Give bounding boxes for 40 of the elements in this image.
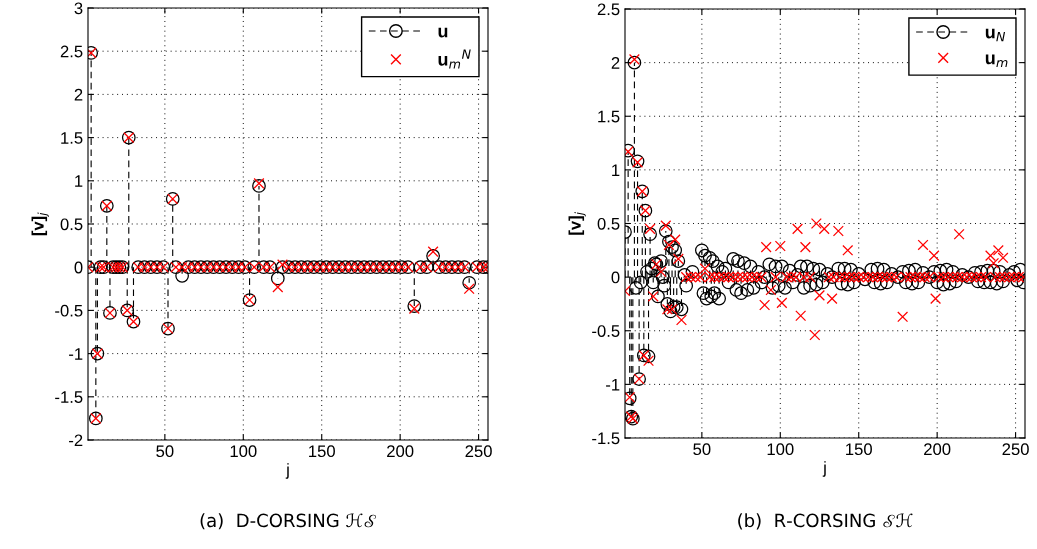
- y-tick-label: 1: [75, 175, 83, 187]
- y-tick-label: 2: [611, 57, 620, 69]
- y-tick-label: 2.5: [60, 45, 83, 58]
- y-tick-label: -2: [69, 434, 83, 447]
- y-axis-title: [v]$_{j}$: [568, 211, 586, 235]
- x-tick-label: 100: [767, 443, 794, 456]
- x-axis-title: j: [285, 463, 289, 479]
- y-tick-label: 0: [74, 261, 83, 274]
- x-tick-label: 200: [924, 443, 951, 456]
- y-tick-label: 1.5: [598, 110, 620, 123]
- y-tick-label: 2: [74, 88, 83, 101]
- y-tick-label: 1.5: [61, 132, 83, 144]
- y-tick-label: -1: [69, 348, 83, 360]
- legend-label: u: [438, 27, 448, 38]
- text: (a) D-CORSING ℋ𝒮: [200, 513, 377, 530]
- y-tick-label: -0.5: [592, 325, 620, 337]
- y-tick-label: 2.5: [597, 3, 620, 16]
- x-tick-label: 200: [387, 445, 414, 458]
- x-tick-label: 50: [156, 445, 174, 458]
- x-tick-label: 150: [846, 443, 872, 456]
- y-tick-label: 1: [612, 164, 620, 176]
- x-tick-label: 50: [693, 443, 711, 456]
- y-tick-label: 0.5: [597, 217, 620, 230]
- y-tick-label: -1.5: [592, 432, 620, 445]
- text: (b) R-CORSING 𝒮ℋ: [738, 513, 913, 530]
- y-tick-label: -1.5: [55, 391, 83, 403]
- y-tick-label: 0: [611, 271, 620, 284]
- x-tick-label: 100: [230, 445, 257, 458]
- x-tick-label: 250: [1002, 443, 1029, 456]
- y-tick-label: 0.5: [60, 218, 83, 231]
- legend-label: u$_{N}$: [985, 28, 1006, 42]
- y-tick-label: 3: [74, 2, 83, 15]
- y-tick-label: -1: [606, 378, 620, 391]
- legend-label: u$_{m}$: [985, 54, 1008, 68]
- x-tick-label: 150: [309, 445, 335, 458]
- y-axis-title: [v]$_{j}$: [31, 212, 49, 236]
- legend-label: u$_{m}$$^{N}$: [438, 49, 471, 69]
- y-tick-label: -0.5: [55, 304, 83, 317]
- x-tick-label: 250: [465, 445, 492, 458]
- x-axis-title: j: [822, 461, 826, 477]
